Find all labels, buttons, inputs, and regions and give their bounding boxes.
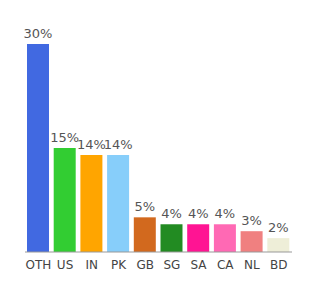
svg-text:5%: 5% — [134, 199, 155, 214]
svg-text:OTH: OTH — [25, 258, 51, 272]
svg-text:4%: 4% — [161, 206, 182, 221]
svg-text:BD: BD — [270, 258, 287, 272]
svg-text:15%: 15% — [50, 130, 79, 145]
svg-text:14%: 14% — [77, 137, 106, 152]
svg-text:4%: 4% — [188, 206, 209, 221]
svg-text:SA: SA — [191, 258, 208, 272]
svg-text:2%: 2% — [268, 220, 289, 235]
svg-text:14%: 14% — [104, 137, 133, 152]
svg-text:IN: IN — [85, 258, 98, 272]
svg-text:CA: CA — [217, 258, 234, 272]
svg-text:PK: PK — [111, 258, 127, 272]
svg-text:3%: 3% — [241, 213, 262, 228]
svg-text:GB: GB — [136, 258, 154, 272]
svg-text:30%: 30% — [24, 26, 53, 41]
svg-text:SG: SG — [163, 258, 180, 272]
svg-text:4%: 4% — [215, 206, 236, 221]
svg-text:US: US — [57, 258, 73, 272]
svg-text:NL: NL — [244, 258, 260, 272]
